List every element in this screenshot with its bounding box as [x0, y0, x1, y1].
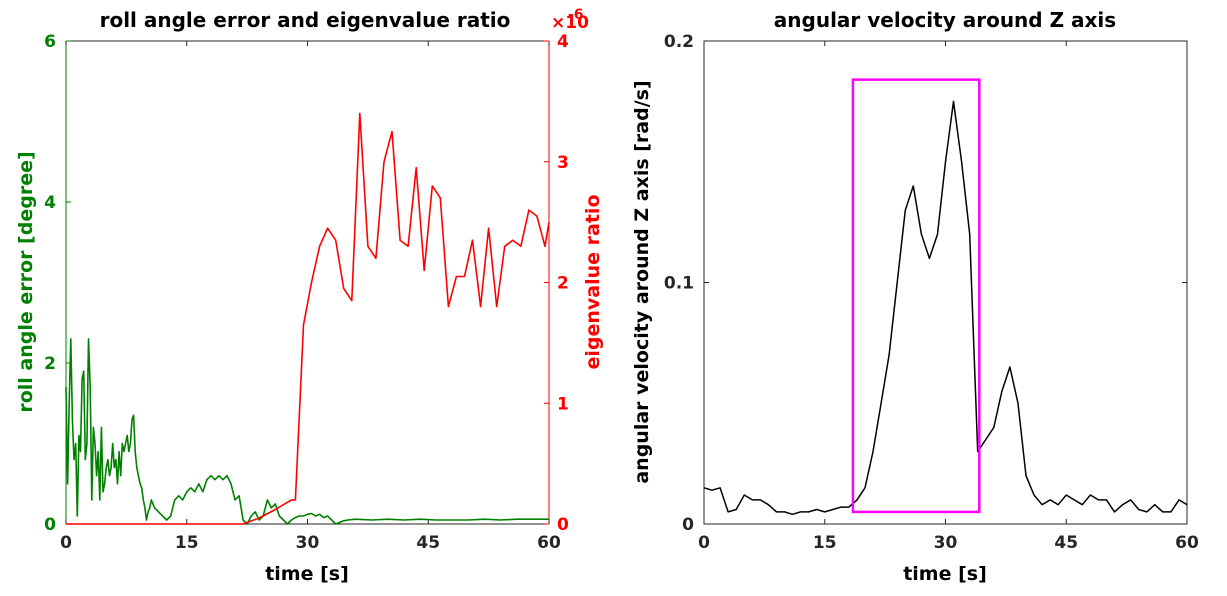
- left-x-tick-label: 45: [416, 533, 440, 553]
- angular-velocity-line: [703, 100, 1188, 516]
- right-y-tick-label: 0: [682, 515, 694, 535]
- right-x-tick-label: 30: [934, 533, 958, 553]
- right-chart-title: angular velocity around Z axis: [774, 8, 1116, 32]
- right-x-tick-label: 15: [813, 533, 837, 553]
- right-x-tick-label: 60: [1175, 533, 1199, 553]
- left-x-tick-label: 60: [537, 533, 561, 553]
- left-yright-tick-label: 1: [557, 394, 569, 414]
- right-y-tick-label: 0.2: [664, 32, 694, 52]
- right-chart-xlabel: time [s]: [903, 563, 987, 585]
- left-y-tick-label: 0: [44, 515, 56, 535]
- eigenvalue-ratio-line: [66, 112, 550, 525]
- roll-error-line: [65, 338, 549, 525]
- highlight-box: [851, 78, 981, 514]
- left-chart-xlabel: time [s]: [265, 563, 349, 585]
- right-x-tick-label: 0: [698, 533, 710, 553]
- right-x-tick-label: 45: [1054, 533, 1078, 553]
- right-chart-ylabel: angular velocity around Z axis [rad/s]: [631, 80, 653, 483]
- left-yright-tick-label: 4: [557, 32, 569, 52]
- left-x-tick-label: 0: [60, 533, 72, 553]
- left-yright-tick-label: 0: [557, 515, 569, 535]
- left-chart-ylabel: roll angle error [degree]: [15, 151, 37, 412]
- right-y-tick-label: 0.1: [664, 274, 694, 294]
- left-chart-ylabel-right: eigenvalue ratio: [582, 195, 604, 370]
- left-chart-exponent: -6: [568, 7, 584, 23]
- left-y-tick-label: 6: [44, 32, 56, 52]
- left-chart-multiplier: ×10: [551, 13, 589, 33]
- left-yright-tick-label: 2: [557, 274, 569, 294]
- left-yright-tick-label: 3: [557, 153, 569, 173]
- left-y-tick-label: 4: [44, 193, 56, 213]
- left-x-tick-label: 30: [296, 533, 320, 553]
- left-y-tick-label: 2: [44, 354, 56, 374]
- right-plot-frame: [703, 40, 1188, 525]
- left-chart-title: roll angle error and eigenvalue ratio: [100, 8, 511, 32]
- left-x-tick-label: 15: [175, 533, 199, 553]
